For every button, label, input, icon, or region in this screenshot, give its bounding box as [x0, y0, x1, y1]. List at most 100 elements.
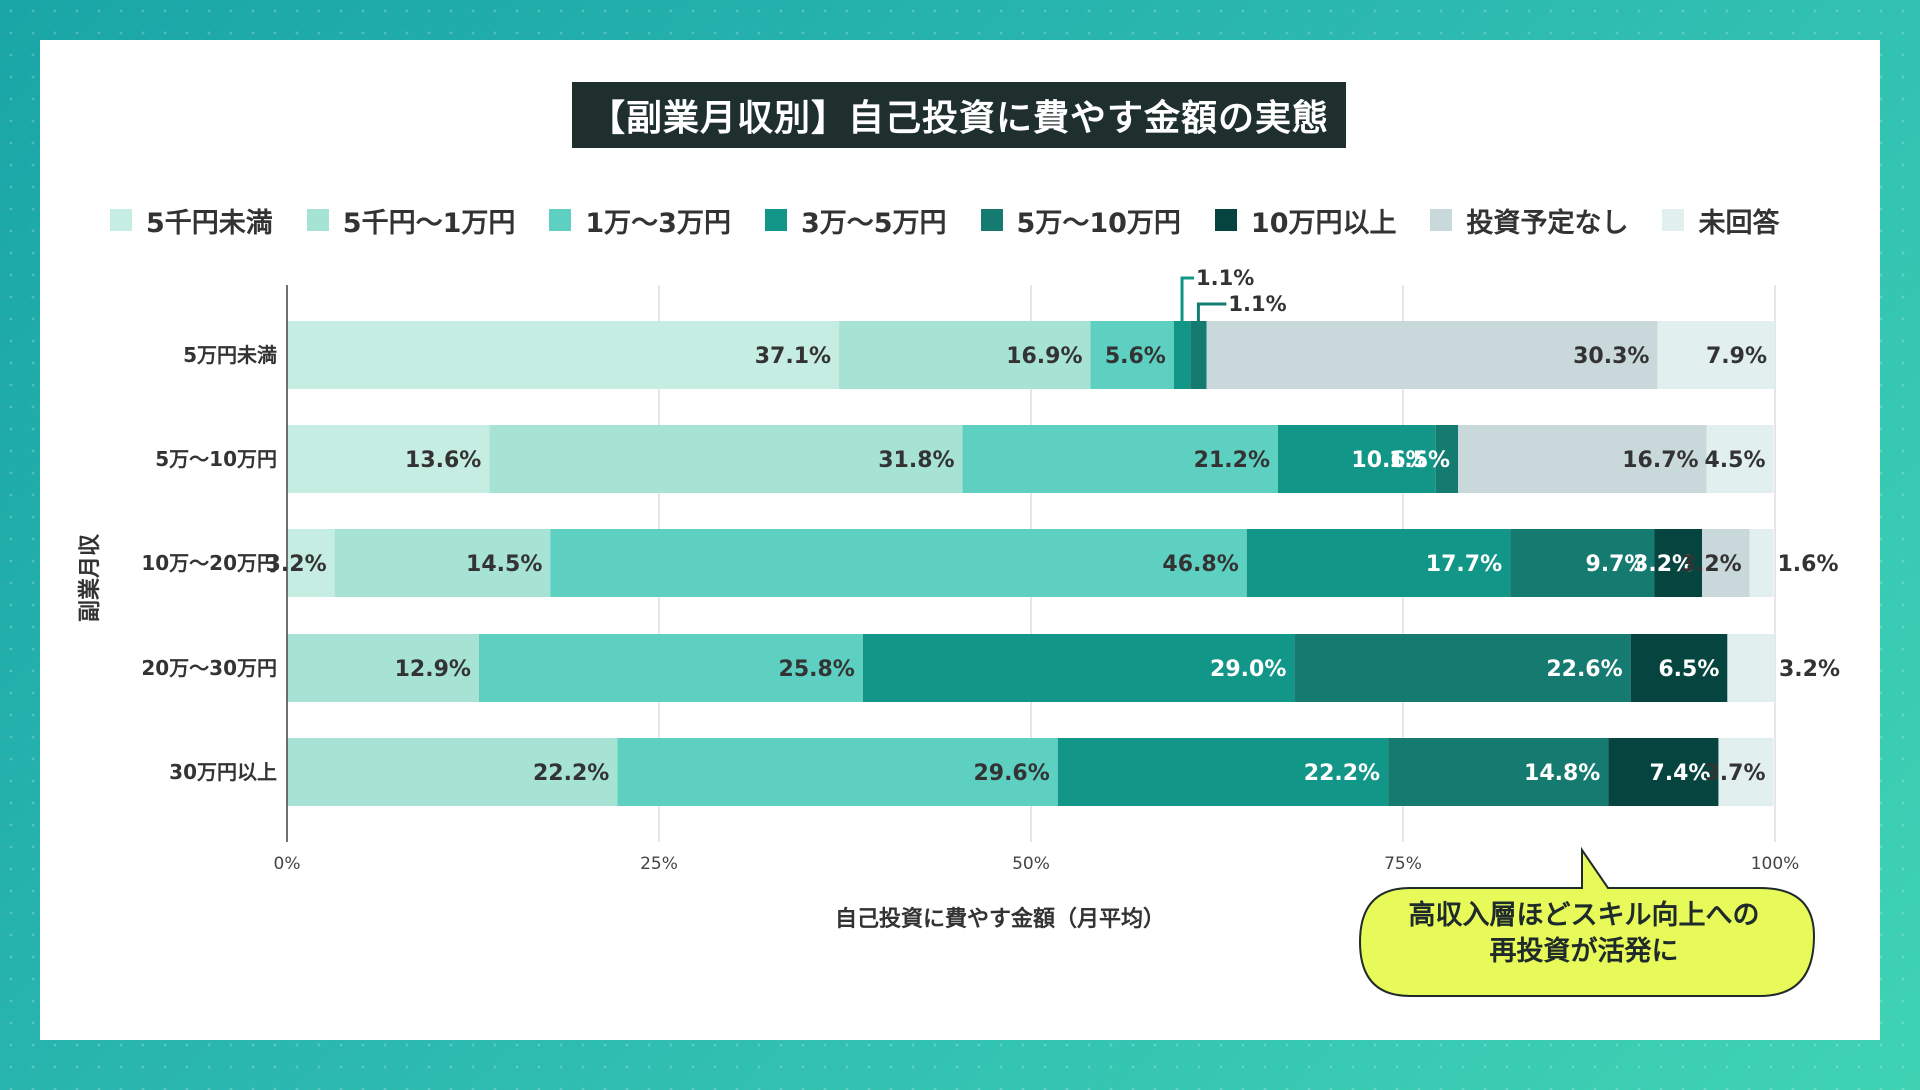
bar-segment	[617, 738, 1058, 806]
data-label: 21.2%	[1194, 448, 1270, 473]
data-label: 16.7%	[1622, 448, 1698, 473]
callout-line-1: 高収入層ほどスキル向上への	[1408, 900, 1760, 931]
bar-segment	[1749, 529, 1774, 597]
bar-segment	[1727, 634, 1775, 702]
legend-swatch	[980, 209, 1003, 231]
bar-segment	[1190, 321, 1207, 389]
data-label: 22.2%	[533, 761, 609, 786]
legend-label: 10万円以上	[1250, 207, 1397, 239]
data-label: 7.9%	[1706, 344, 1767, 369]
x-axis-title: 自己投資に費やす金額（月平均）	[835, 906, 1165, 932]
data-label: 13.6%	[405, 448, 481, 473]
data-label: 29.0%	[1210, 657, 1286, 682]
bar-segment	[1173, 321, 1191, 389]
bar-segment	[1458, 425, 1707, 493]
legend-label: 1万～3万円	[585, 207, 731, 239]
data-label: 14.5%	[466, 552, 542, 577]
legend-label: 未回答	[1698, 207, 1780, 239]
bar-segment	[1206, 321, 1658, 389]
callout-line-2: 再投資が活発に	[1489, 936, 1679, 967]
legend-swatch	[1662, 209, 1685, 231]
legend-swatch	[110, 209, 132, 231]
data-label: 31.8%	[878, 448, 954, 473]
legend-swatch	[1214, 209, 1237, 231]
data-label: 1.1%	[1228, 292, 1286, 316]
legend: 5千円未満 5千円～1万円 1万～3万円 3万～5万円 5万～10万円 10万円以上 投資予…	[110, 200, 1810, 240]
bar-segment	[1706, 425, 1774, 493]
bar-segment	[1702, 529, 1750, 597]
data-label: 3.2%	[266, 552, 327, 577]
data-label: 46.8%	[1162, 552, 1238, 577]
bar-segment	[550, 529, 1247, 597]
bar-segment	[478, 634, 863, 702]
data-label: 3.7%	[1704, 761, 1765, 786]
legend-item: 1万～3万円	[549, 201, 731, 240]
bar-segment	[839, 321, 1091, 389]
y-axis-title: 副業月収	[78, 533, 103, 622]
data-label: 25.8%	[779, 657, 855, 682]
legend-item: 投資予定なし	[1430, 201, 1628, 240]
legend-label: 5千円～1万円	[342, 207, 516, 239]
data-label: 12.9%	[395, 657, 471, 682]
data-label: 6.5%	[1658, 657, 1719, 682]
bar-segment	[287, 529, 335, 597]
data-label: 1.6%	[1778, 552, 1839, 577]
data-label: 16.9%	[1006, 344, 1082, 369]
bar-segment	[1654, 529, 1703, 597]
bar-segment	[334, 529, 551, 597]
data-label: 4.5%	[1704, 448, 1765, 473]
legend-item: 3万～5万円	[764, 201, 947, 240]
data-label: 3.2%	[1681, 552, 1742, 577]
data-label: 29.6%	[973, 761, 1049, 786]
data-label: 3.2%	[1633, 552, 1694, 577]
data-label: 14.8%	[1524, 761, 1600, 786]
bar-segment	[1057, 738, 1389, 806]
legend-label: 3万～5万円	[800, 207, 947, 239]
bar-segment	[287, 738, 618, 806]
data-label: 22.6%	[1546, 657, 1622, 682]
data-label: 1.1%	[1196, 266, 1254, 290]
data-label: 9.7%	[1585, 552, 1646, 577]
data-label: 3.2%	[1779, 657, 1840, 682]
bar-segment	[1388, 738, 1609, 806]
legend-item: 5千円未満	[110, 201, 273, 240]
bar-segment	[862, 634, 1295, 702]
legend-label: 投資予定なし	[1466, 207, 1629, 239]
bar-segment	[1435, 425, 1459, 493]
legend-swatch	[549, 209, 572, 231]
bar-segment	[1510, 529, 1655, 597]
x-tick-label: 50%	[1012, 854, 1050, 874]
bar-segment	[1294, 634, 1631, 702]
category-label: 5万～10万円	[155, 447, 277, 471]
legend-item: 10万円以上	[1214, 201, 1397, 240]
legend-label: 5千円未満	[146, 207, 273, 239]
leader-line	[1196, 302, 1227, 321]
data-label: 10.6%	[1351, 448, 1427, 473]
category-label: 30万円以上	[169, 760, 277, 784]
chart-title: 【副業月収別】自己投資に費やす金額の実態	[572, 82, 1346, 148]
x-tick-label: 75%	[1384, 854, 1422, 874]
category-label: 20万～30万円	[141, 656, 277, 680]
legend-item: 未回答	[1662, 201, 1779, 240]
bar-segment	[287, 425, 490, 493]
bar-segment	[1090, 321, 1174, 389]
data-label: 1.5%	[1389, 448, 1450, 473]
category-label: 5万円未満	[183, 343, 277, 367]
bar-segment	[1630, 634, 1728, 702]
leader-line	[1180, 276, 1195, 321]
data-label: 5.6%	[1105, 344, 1166, 369]
bar-segment	[287, 321, 840, 389]
bar-segment	[1718, 738, 1774, 806]
data-label: 30.3%	[1573, 344, 1649, 369]
bar-segment	[287, 634, 479, 702]
callout-text: 高収入層ほどスキル向上への 再投資が活発に	[1362, 898, 1806, 970]
bar-segment	[1657, 321, 1775, 389]
bar-segment	[1278, 425, 1436, 493]
legend-label: 5万～10万円	[1016, 207, 1181, 239]
bar-segment	[489, 425, 963, 493]
x-tick-label: 25%	[640, 854, 678, 874]
bar-segment	[1608, 738, 1719, 806]
legend-item: 5千円～1万円	[306, 201, 516, 240]
bar-segment	[1246, 529, 1511, 597]
